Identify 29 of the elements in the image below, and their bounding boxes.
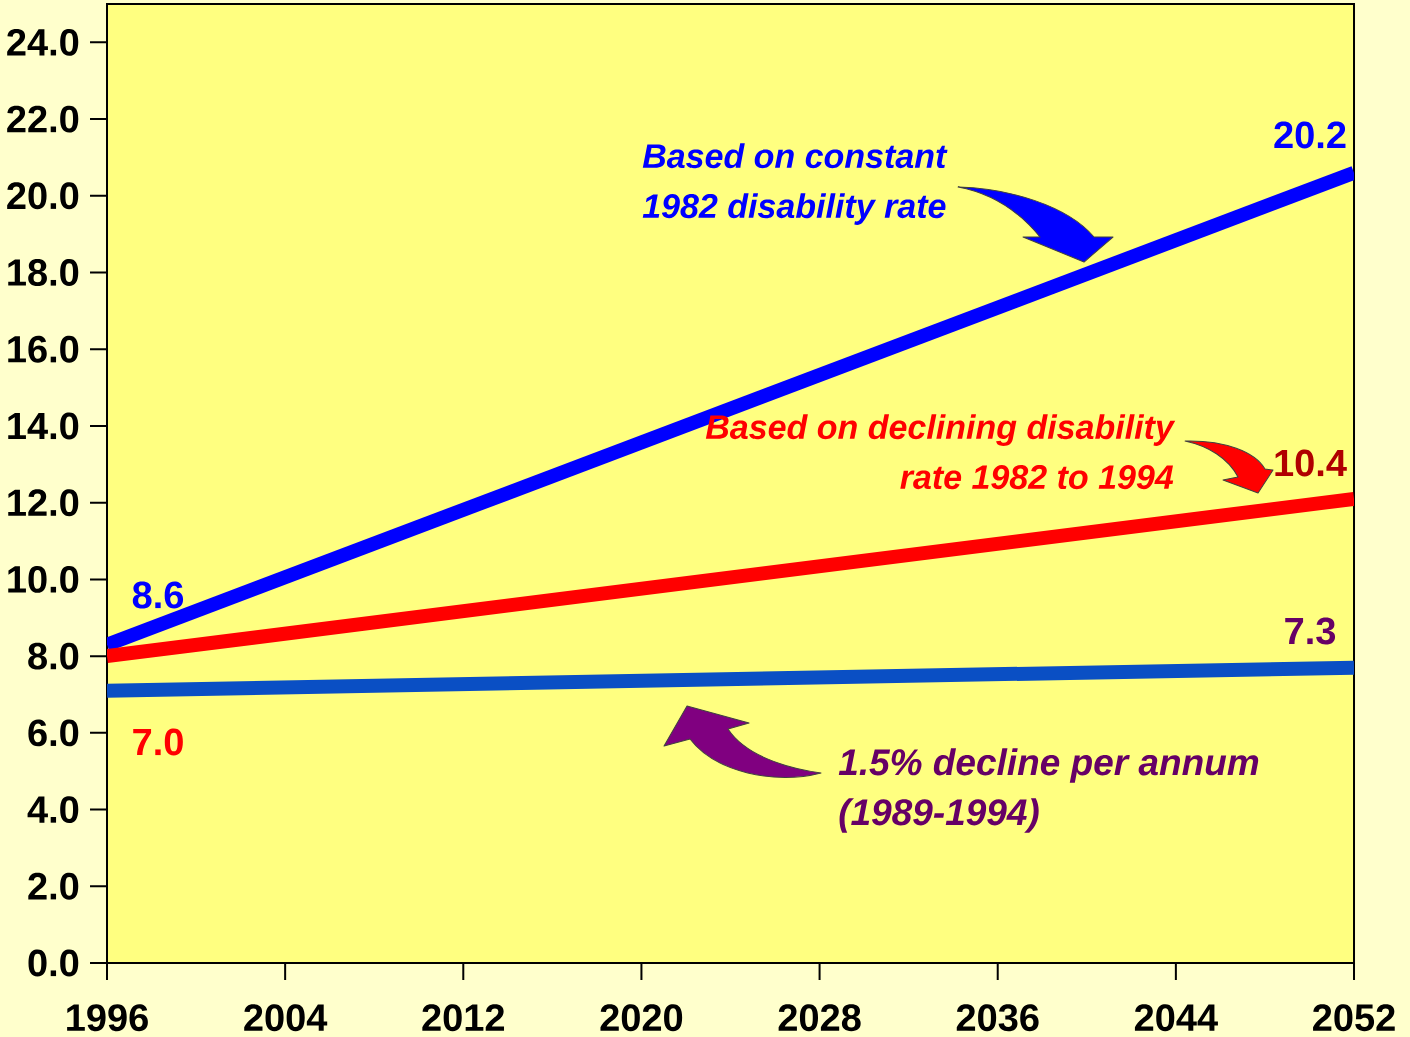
annotation: 8.6 <box>132 581 184 609</box>
annotation: 20.2 <box>1274 121 1346 149</box>
series-label: 1.5% decline per annum (1989-1994) <box>838 748 1259 833</box>
y-tick-label: 8.0 <box>28 642 79 670</box>
x-tick-label: 2036 <box>956 1004 1039 1032</box>
y-tick-label: 14.0 <box>8 412 79 440</box>
x-tick-label: 2012 <box>422 1004 505 1032</box>
legend-label: Based on declining disability rate 1982 to 1994 <box>705 414 1176 490</box>
x-tick-label: 1996 <box>67 1004 148 1032</box>
annotation: 7.0 <box>133 728 183 756</box>
y-tick-label: 22.0 <box>7 105 79 133</box>
x-tick-label: 2004 <box>244 1004 328 1032</box>
y-tick-label: 2.0 <box>28 872 79 900</box>
x-tick-label: 2044 <box>1134 1004 1218 1032</box>
x-tick-label: 2028 <box>778 1004 861 1032</box>
y-tick-label: 4.0 <box>27 796 79 824</box>
y-tick-label: 16.0 <box>8 335 79 363</box>
y-tick-label: 18.0 <box>8 259 79 286</box>
y-tick-label: 10.0 <box>8 565 79 593</box>
x-tick-label: 2020 <box>600 1004 683 1032</box>
x-tick-label: 2052 <box>1313 1004 1395 1032</box>
annotation: 7.3 <box>1285 617 1336 645</box>
text: Based on constant 1982 disability rate <box>642 143 948 225</box>
annotation: 10.4 <box>1275 449 1347 477</box>
y-tick-label: 0.0 <box>28 949 79 977</box>
y-tick-label: 6.0 <box>28 719 79 747</box>
y-tick-label: 12.0 <box>8 489 79 517</box>
y-tick-label: 20.0 <box>7 182 79 210</box>
y-tick-label: 24.0 <box>7 28 79 56</box>
